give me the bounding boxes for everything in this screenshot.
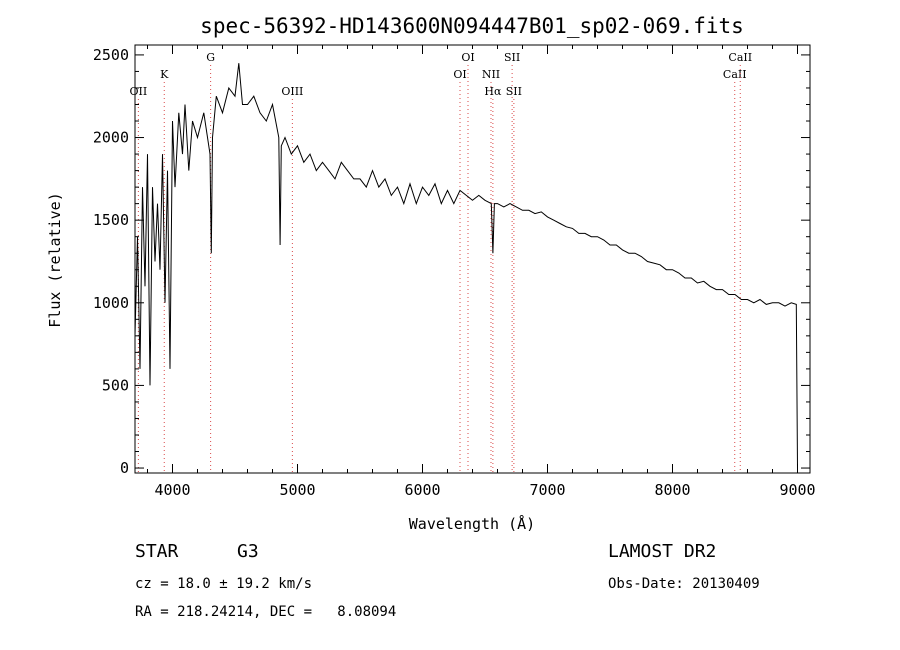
y-tick-label: 2500	[93, 46, 129, 64]
axis-ticks: 4000 5000 6000 7000 8000 9000 0 500 1000 1500 2000…	[93, 45, 816, 499]
line-marker-label: CaII	[723, 68, 747, 81]
x-tick-label: 8000	[654, 481, 690, 499]
line-marker-label: G	[206, 51, 215, 64]
line-marker-label: OI	[461, 51, 474, 64]
line-marker-label: OII	[130, 85, 148, 98]
line-marker-label: OI	[453, 68, 466, 81]
survey-name: LAMOST DR2	[608, 541, 717, 562]
y-tick-label: 1000	[93, 294, 129, 312]
emission-line-markers: OII K G OIII OI OI NII Hα SII SII CaII CaII	[130, 51, 752, 473]
plot-frame	[134, 44, 811, 474]
y-tick-label: 1500	[93, 211, 129, 229]
line-marker-label: CaII	[728, 51, 752, 64]
line-marker-label: SII	[506, 85, 522, 98]
subclass: G3	[237, 541, 259, 562]
coords-text: RA = 218.24214, DEC = 8.08094	[135, 604, 397, 620]
x-tick-label: 4000	[154, 481, 190, 499]
object-class: STAR	[135, 541, 179, 562]
y-tick-label: 500	[102, 376, 129, 394]
line-marker-label: K	[160, 68, 169, 81]
line-marker-label: NII	[482, 68, 500, 81]
line-marker-label: OIII	[281, 85, 303, 98]
x-tick-label: 5000	[279, 481, 315, 499]
x-tick-label: 9000	[779, 481, 815, 499]
y-axis-label: Flux (relative)	[46, 192, 64, 327]
y-tick-label: 0	[120, 459, 129, 477]
x-tick-label: 7000	[529, 481, 565, 499]
obs-date-text: Obs-Date: 20130409	[608, 576, 760, 592]
redshift-text: cz = 18.0 ± 19.2 km/s	[135, 576, 313, 592]
y-tick-label: 2000	[93, 129, 129, 147]
x-axis-label: Wavelength (Å)	[409, 514, 535, 533]
line-marker-label: SII	[504, 51, 520, 64]
x-tick-label: 6000	[404, 481, 440, 499]
chart-title: spec-56392-HD143600N094447B01_sp02-069.f…	[200, 14, 744, 38]
line-marker-label: Hα	[484, 85, 502, 98]
spectrum-line	[134, 63, 798, 469]
